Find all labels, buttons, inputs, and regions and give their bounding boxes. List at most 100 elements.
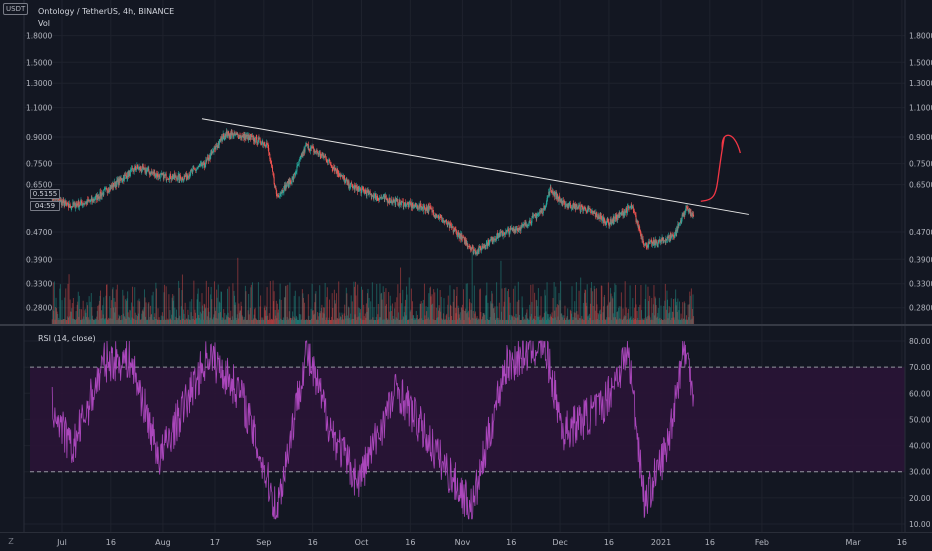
- volume-bar: [529, 304, 531, 324]
- volume-bar: [265, 316, 267, 324]
- candle-body: [251, 136, 253, 137]
- volume-bar: [110, 300, 112, 324]
- rsi-legend[interactable]: RSI (14, close): [38, 334, 96, 343]
- candle-body: [224, 134, 226, 138]
- volume-bar: [687, 319, 689, 324]
- candle-body: [404, 202, 406, 207]
- candle-body: [242, 135, 244, 137]
- volume-bar: [540, 296, 542, 324]
- candle-body: [468, 246, 470, 247]
- candle-body: [378, 198, 380, 201]
- volume-bar: [229, 317, 231, 324]
- candle-body: [344, 178, 346, 183]
- volume-bar: [323, 313, 325, 324]
- candle-body: [576, 204, 578, 210]
- volume-legend[interactable]: Vol: [38, 19, 50, 28]
- candle-body: [71, 206, 73, 207]
- volume-bar: [680, 313, 682, 324]
- volume-bar: [466, 283, 468, 324]
- volume-bar: [578, 290, 580, 324]
- candle-body: [84, 203, 86, 204]
- volume-bar: [402, 289, 404, 324]
- volume-bar: [516, 301, 518, 324]
- volume-bar: [349, 317, 351, 324]
- candle-body: [226, 131, 228, 137]
- volume-bar: [619, 319, 621, 324]
- volume-bar: [184, 319, 186, 324]
- timezone-button[interactable]: Z: [0, 534, 22, 550]
- candle-body: [386, 198, 388, 200]
- volume-bar: [415, 310, 417, 324]
- candle-body: [538, 212, 540, 214]
- volume-bar: [78, 295, 80, 324]
- candle-body: [489, 240, 491, 245]
- symbol-legend[interactable]: Ontology / TetherUS, 4h, BINANCE: [38, 7, 175, 16]
- candle-body: [433, 215, 435, 216]
- candle-body: [181, 177, 183, 181]
- candle-body: [148, 168, 150, 173]
- volume-bar: [519, 319, 521, 324]
- price-tick-label-left: 0.2800: [26, 304, 52, 313]
- volume-bar: [359, 309, 361, 324]
- candle-body: [441, 216, 443, 222]
- candle-body: [644, 244, 646, 246]
- candle-body: [192, 168, 194, 170]
- price-pane[interactable]: 1.8000 1.5000 1.3000 1.1000 0.9000 0.7500 0.65…: [0, 0, 932, 324]
- volume-bar: [413, 315, 415, 324]
- candle-body: [253, 136, 255, 142]
- volume-bar: [108, 317, 110, 324]
- volume-bar: [672, 299, 674, 324]
- candle-body: [151, 171, 153, 173]
- volume-bar: [619, 318, 621, 324]
- candle-body: [134, 166, 136, 169]
- candle-body: [562, 200, 564, 204]
- volume-bar: [557, 316, 559, 324]
- price-chart[interactable]: 1.80001.50001.30001.10000.90000.75000.65…: [0, 0, 932, 324]
- volume-bar: [471, 303, 473, 324]
- candle-body: [508, 229, 510, 232]
- candle-body: [166, 178, 168, 180]
- time-axis[interactable]: Jul 16 Aug 17 Sep 16 Oct 16 Nov 16 Dec 16 2021 16 Feb M…: [0, 532, 932, 551]
- candle-body: [509, 227, 511, 233]
- rsi-pane[interactable]: 80.00 70.00 60.00 50.00 40.00 30.00 20.00 10.00: [0, 326, 932, 532]
- volume-bar: [602, 306, 604, 324]
- volume-bar: [187, 314, 189, 324]
- currency-badge[interactable]: USDT: [3, 3, 29, 15]
- candle-body: [492, 240, 494, 243]
- candle-body: [587, 207, 589, 211]
- volume-bar: [242, 319, 244, 324]
- candle-body: [135, 169, 137, 171]
- candle-body: [199, 164, 201, 166]
- candle-body: [445, 220, 447, 223]
- volume-bar: [226, 288, 228, 324]
- volume-bar: [318, 316, 320, 324]
- candle-body: [416, 205, 418, 210]
- candle-body: [285, 184, 287, 188]
- volume-bar: [256, 319, 258, 324]
- candle-body: [516, 228, 518, 230]
- volume-bar: [57, 319, 59, 324]
- volume-bar: [423, 319, 425, 324]
- time-tick-label: Sep: [256, 538, 271, 547]
- candle-body: [407, 203, 409, 205]
- candle-body: [560, 199, 562, 203]
- volume-bar: [644, 319, 646, 324]
- volume-bar: [275, 315, 277, 324]
- pane-divider[interactable]: [0, 324, 932, 326]
- candle-body: [123, 175, 125, 181]
- candle-body: [152, 172, 154, 174]
- volume-bar: [84, 308, 86, 324]
- candle-body: [670, 235, 672, 239]
- candle-body: [375, 194, 377, 200]
- volume-bar: [193, 319, 195, 324]
- volume-bar: [684, 303, 686, 324]
- candle-body: [549, 188, 551, 196]
- volume-bar: [387, 319, 389, 324]
- candle-body: [420, 206, 422, 210]
- volume-bar: [687, 304, 689, 324]
- volume-bar: [301, 289, 303, 324]
- candle-body: [353, 185, 355, 190]
- volume-bar: [342, 319, 344, 324]
- candle-body: [649, 241, 651, 244]
